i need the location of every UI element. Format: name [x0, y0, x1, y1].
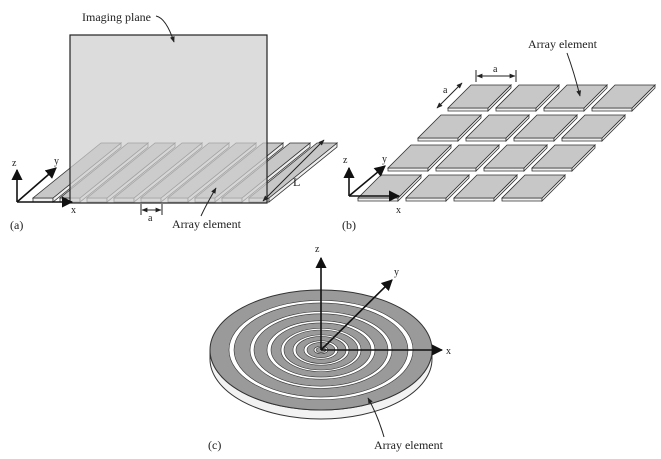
axis-y-label-a: y	[54, 156, 59, 167]
array-element-label-c: Array element	[374, 438, 444, 452]
matrix-array-element	[501, 174, 566, 202]
matrix-array-element	[561, 114, 626, 142]
array-element-label-a: Array element	[172, 217, 242, 231]
axis-z-label-a: z	[12, 158, 17, 169]
panel-label-c: (c)	[208, 438, 221, 452]
matrix-array-tiles	[357, 84, 656, 202]
dimension-a-side-label: a	[443, 85, 448, 96]
dimension-L-line	[262, 139, 325, 202]
matrix-array-element	[495, 84, 560, 112]
axis-x-label-c: x	[446, 346, 451, 357]
array-element-label-b: Array element	[528, 37, 598, 51]
matrix-array-element	[483, 144, 548, 172]
matrix-array-element	[387, 144, 452, 172]
axis-y-b	[348, 165, 386, 197]
axis-y-c	[320, 279, 393, 351]
axis-y-label-b: y	[382, 154, 387, 165]
array-element-leader-c	[367, 397, 385, 438]
matrix-array-element	[435, 144, 500, 172]
imaging-plane-label: Imaging plane	[82, 10, 151, 24]
imaging-plane	[69, 34, 268, 204]
panel-label-a: (a)	[10, 218, 23, 232]
dimension-L-label: L	[293, 175, 300, 189]
matrix-array-element	[405, 174, 470, 202]
matrix-array-element	[543, 84, 608, 112]
array-element-leader-b	[566, 52, 582, 97]
axis-z-label-b: z	[343, 155, 348, 166]
imaging-plane-leader	[155, 15, 175, 43]
dimension-a-top-label: a	[493, 64, 498, 75]
matrix-array-element	[531, 144, 596, 172]
panel-label-b: (b)	[342, 218, 356, 232]
panel-c: z y x Array element (c)	[208, 244, 451, 452]
matrix-array-element	[417, 114, 482, 142]
dimension-a-label: a	[148, 213, 153, 224]
array-element-leader-a	[200, 187, 217, 217]
panel-a: Imaging plane L a Array element z y x (a…	[10, 10, 339, 232]
matrix-array-element	[357, 174, 422, 202]
panel-b: a a Array element z y x (b)	[342, 37, 656, 232]
axis-z-label-c: z	[315, 244, 320, 255]
matrix-array-element	[591, 84, 656, 112]
matrix-array-element	[465, 114, 530, 142]
axis-y-a	[16, 167, 57, 203]
matrix-array-element	[447, 84, 512, 112]
matrix-array-element	[513, 114, 578, 142]
axis-x-label-a: x	[71, 205, 76, 216]
matrix-array-element	[453, 174, 518, 202]
axis-y-label-c: y	[394, 267, 399, 278]
dimension-a-side-line	[436, 82, 463, 109]
axis-x-label-b: x	[396, 205, 401, 216]
